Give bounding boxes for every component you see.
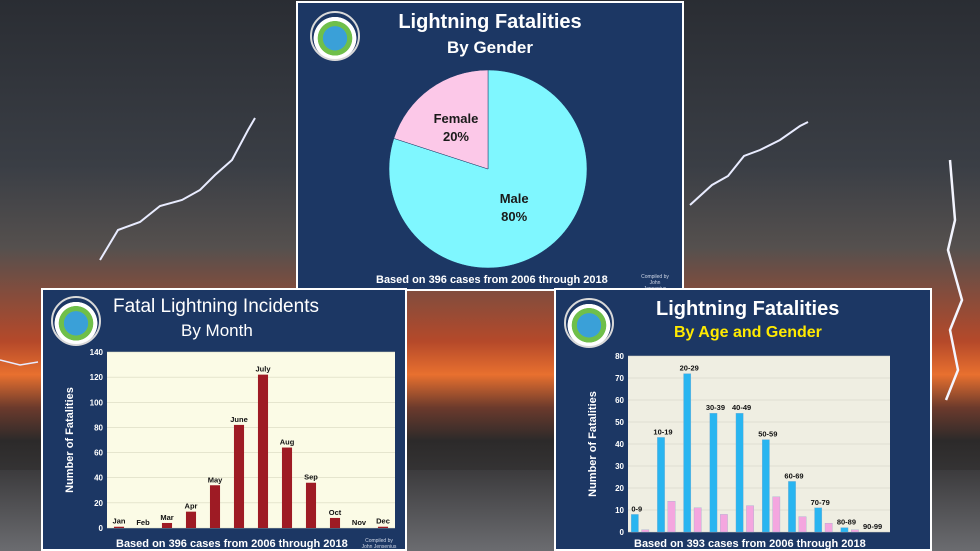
age-bar-label: 80-89 xyxy=(837,518,856,527)
month-bar-label: Oct xyxy=(329,508,342,517)
pie-footnote: Based on 396 cases from 2006 through 201… xyxy=(376,274,608,286)
age-bar-male xyxy=(761,439,770,533)
age-ytick-label: 30 xyxy=(615,462,624,471)
pie-subtitle: By Gender xyxy=(447,38,533,57)
organization-logo xyxy=(310,11,360,61)
age-ytick-label: 20 xyxy=(615,484,624,493)
month-subtitle: By Month xyxy=(181,321,253,340)
organization-logo xyxy=(51,296,101,346)
month-bar xyxy=(113,526,125,528)
age-bar-label: 90-99 xyxy=(863,522,882,531)
month-bar-label: May xyxy=(208,475,223,484)
month-bar xyxy=(185,511,197,528)
month-ytick-label: 80 xyxy=(94,423,103,432)
age-gender-bar-chart: 0 10 20 30 40 50 60 70 80 Number of Fatalities 0-9… xyxy=(587,352,890,537)
age-ytick-label: 70 xyxy=(615,374,624,383)
age-ytick-label: 50 xyxy=(615,418,624,427)
month-bar xyxy=(257,374,269,528)
month-ytick-label: 100 xyxy=(90,398,104,407)
age-bar-label: 40-49 xyxy=(732,403,751,412)
pie-title: Lightning Fatalities xyxy=(398,11,582,33)
age-bar-male xyxy=(788,481,796,533)
age-ylabel: Number of Fatalities xyxy=(587,391,599,497)
month-bar-panel: Fatal Lightning Incidents By Month 0 20 40… xyxy=(41,288,407,551)
month-bar xyxy=(209,485,221,528)
age-bar-female xyxy=(772,496,781,533)
month-bar-label: Mar xyxy=(160,513,173,522)
pie-slice-female xyxy=(393,69,489,170)
month-footnote: Based on 396 cases from 2006 through 201… xyxy=(116,538,348,550)
age-bar-label: 10-19 xyxy=(653,427,672,436)
month-ytick-label: 20 xyxy=(94,499,103,508)
age-bar-label: 20-29 xyxy=(680,364,699,373)
age-bar-female xyxy=(824,523,833,533)
age-ytick-label: 40 xyxy=(615,440,624,449)
age-bar-male xyxy=(814,507,823,533)
month-bar-label: Feb xyxy=(136,518,150,527)
age-bar-female xyxy=(798,516,807,533)
age-ytick-label: 80 xyxy=(615,352,624,361)
month-bar-label: Jan xyxy=(113,517,126,526)
month-bar-label: Nov xyxy=(352,518,367,527)
age-bar-male xyxy=(735,413,744,533)
age-ytick-label: 0 xyxy=(620,528,625,537)
pie-chart: Male 80% Female 20% xyxy=(388,69,588,269)
pie-value-female: 20% xyxy=(443,129,469,144)
month-bar-chart: 0 20 40 60 80 100 120 140 Number of Fatalities Ja… xyxy=(64,348,395,533)
month-plot-area xyxy=(107,352,395,528)
age-ytick-label: 60 xyxy=(615,396,624,405)
month-bar-label: Sep xyxy=(304,473,318,482)
pie-label-male: Male xyxy=(500,191,529,206)
age-bar-label: 0-9 xyxy=(631,504,642,513)
age-bar-label: 50-59 xyxy=(758,430,777,439)
age-bar-male xyxy=(709,413,718,533)
age-bar-label: 30-39 xyxy=(706,403,725,412)
age-ytick-label: 10 xyxy=(615,506,624,515)
organization-logo xyxy=(564,298,614,348)
age-bar-female xyxy=(667,501,676,533)
pie-value-male: 80% xyxy=(501,209,527,224)
age-bar-male xyxy=(840,527,849,533)
age-bar-female xyxy=(746,505,754,533)
age-bar-male xyxy=(630,514,639,533)
month-ylabel: Number of Fatalities xyxy=(64,387,76,493)
age-bar-label: 70-79 xyxy=(811,498,830,507)
month-ytick-label: 120 xyxy=(90,373,104,382)
gender-pie-panel: Lightning Fatalities By Gender Male 80% Fe… xyxy=(296,1,684,291)
age-bar-male xyxy=(683,373,692,533)
age-bar-female xyxy=(641,529,650,533)
age-bar-male xyxy=(657,437,665,533)
age-title: Lightning Fatalities xyxy=(656,298,840,320)
month-bar-label: Aug xyxy=(280,438,295,447)
age-bar-female xyxy=(720,514,728,533)
pie-label-female: Female xyxy=(434,111,479,126)
month-bar xyxy=(305,482,317,528)
pie-compiled-note: Compiled by John Jensenius xyxy=(641,274,669,289)
age-footnote: Based on 393 cases from 2006 through 201… xyxy=(634,538,866,550)
month-title: Fatal Lightning Incidents xyxy=(113,296,319,317)
month-bar-label: Apr xyxy=(185,502,198,511)
age-bar-female xyxy=(851,529,859,533)
month-ytick-label: 0 xyxy=(99,524,104,533)
month-ytick-label: 60 xyxy=(94,449,103,458)
month-ytick-label: 40 xyxy=(94,474,103,483)
month-bar xyxy=(161,522,173,528)
age-gender-panel: Lightning Fatalities By Age and Gender 0… xyxy=(554,288,932,551)
month-bar xyxy=(329,517,341,528)
age-bar-label: 60-69 xyxy=(784,471,803,480)
month-ytick-label: 140 xyxy=(90,348,104,357)
month-compiled-note: Compiled by John Jensenius xyxy=(361,538,397,550)
month-bar xyxy=(377,526,389,528)
age-subtitle: By Age and Gender xyxy=(674,324,822,341)
month-bar-label: Dec xyxy=(376,517,390,526)
month-bar xyxy=(281,447,293,528)
month-bar-label: July xyxy=(255,365,271,374)
month-bar-label: June xyxy=(230,415,248,424)
age-bar-female xyxy=(693,507,702,533)
month-bar xyxy=(233,424,245,528)
